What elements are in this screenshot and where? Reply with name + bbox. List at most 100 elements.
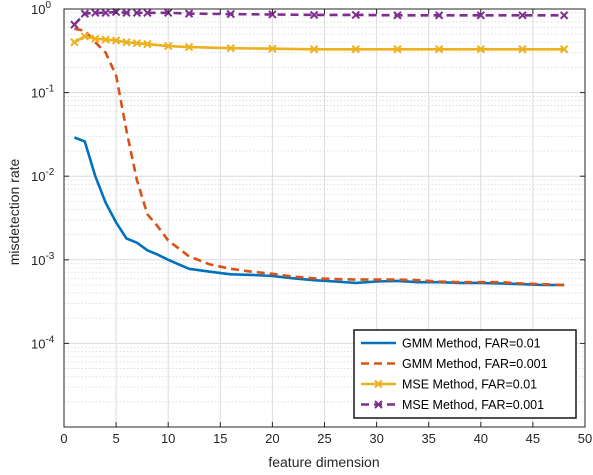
data-point bbox=[132, 38, 142, 48]
legend-item: MSE Method, FAR=0.001 bbox=[361, 398, 544, 412]
data-point bbox=[101, 8, 110, 18]
legend-item: MSE Method, FAR=0.01 bbox=[361, 378, 537, 392]
marker-stroke bbox=[122, 8, 131, 18]
marker-stroke bbox=[309, 10, 319, 20]
data-point bbox=[184, 9, 194, 18]
data-point bbox=[226, 9, 235, 19]
data-point bbox=[393, 45, 402, 54]
series-4 bbox=[70, 7, 569, 29]
marker-stroke bbox=[91, 34, 100, 44]
legend-item: GMM Method, FAR=0.001 bbox=[361, 357, 548, 371]
legend-label: MSE Method, FAR=0.01 bbox=[402, 378, 537, 392]
marker-stroke bbox=[351, 45, 360, 54]
marker-stroke bbox=[184, 9, 194, 18]
legend-marker bbox=[374, 400, 383, 409]
marker-stroke bbox=[518, 11, 527, 20]
marker-stroke bbox=[132, 38, 142, 48]
y-tick-label: 100 bbox=[31, 0, 51, 17]
data-point bbox=[70, 38, 79, 47]
marker-stroke bbox=[111, 36, 121, 45]
data-point bbox=[101, 35, 110, 44]
marker-stroke bbox=[434, 11, 444, 20]
data-point bbox=[559, 45, 569, 54]
data-point bbox=[70, 20, 79, 29]
data-point bbox=[80, 9, 90, 18]
y-tick-label: 10-4 bbox=[31, 334, 55, 351]
marker-stroke bbox=[268, 44, 277, 53]
data-point bbox=[143, 8, 152, 18]
data-point bbox=[518, 11, 527, 20]
marker-stroke bbox=[132, 8, 142, 18]
data-point bbox=[122, 38, 131, 47]
marker-stroke bbox=[226, 9, 235, 19]
marker-stroke bbox=[559, 11, 569, 20]
data-point bbox=[434, 11, 444, 20]
marker-stroke bbox=[476, 11, 486, 20]
y-tick-label: 10-2 bbox=[31, 167, 55, 184]
marker-stroke bbox=[70, 20, 79, 29]
data-point bbox=[122, 8, 131, 18]
marker-stroke bbox=[393, 11, 402, 20]
marker-stroke bbox=[163, 41, 173, 51]
data-point bbox=[393, 11, 402, 20]
marker-stroke bbox=[101, 8, 110, 18]
data-point bbox=[143, 39, 152, 49]
marker-stroke bbox=[122, 38, 131, 47]
marker-stroke bbox=[143, 8, 152, 18]
series-2 bbox=[74, 27, 565, 287]
marker-stroke bbox=[101, 35, 110, 44]
marker-stroke bbox=[268, 10, 277, 19]
data-point bbox=[132, 8, 142, 18]
x-tick-label: 5 bbox=[112, 431, 119, 446]
marker-stroke bbox=[518, 45, 527, 54]
data-point bbox=[351, 10, 360, 20]
marker-stroke bbox=[91, 8, 100, 18]
legend: GMM Method, FAR=0.01 GMM Method, FAR=0.00… bbox=[353, 329, 577, 419]
data-point bbox=[476, 11, 486, 20]
marker-stroke bbox=[80, 32, 90, 41]
data-point bbox=[518, 45, 527, 54]
data-point bbox=[184, 42, 194, 52]
data-point bbox=[309, 10, 319, 20]
data-point bbox=[80, 32, 90, 41]
legend-label: MSE Method, FAR=0.001 bbox=[402, 398, 544, 412]
data-point bbox=[268, 44, 277, 53]
series-line bbox=[74, 27, 565, 287]
data-point bbox=[476, 45, 486, 54]
x-tick-label: 45 bbox=[526, 431, 540, 446]
marker-stroke bbox=[559, 45, 569, 54]
marker-stroke bbox=[226, 43, 235, 53]
marker-stroke bbox=[184, 42, 194, 52]
x-tick-label: 35 bbox=[421, 431, 435, 446]
marker-stroke bbox=[80, 9, 90, 18]
marker-stroke bbox=[143, 39, 152, 49]
data-point bbox=[559, 11, 569, 20]
x-tick-label: 0 bbox=[60, 431, 67, 446]
data-point bbox=[434, 45, 444, 54]
legend-label: GMM Method, FAR=0.01 bbox=[402, 337, 541, 351]
x-tick-label: 50 bbox=[578, 431, 592, 446]
marker-stroke bbox=[309, 45, 319, 54]
marker-stroke bbox=[351, 10, 360, 20]
series-3 bbox=[70, 32, 569, 54]
x-tick-label: 40 bbox=[474, 431, 488, 446]
legend-marker bbox=[374, 379, 383, 389]
y-tick-label: 10-3 bbox=[31, 251, 55, 268]
y-axis-label: misdetection rate bbox=[6, 158, 22, 265]
x-tick-label: 30 bbox=[369, 431, 383, 446]
data-point bbox=[268, 10, 277, 19]
x-tick-label: 20 bbox=[265, 431, 279, 446]
x-tick-label: 25 bbox=[317, 431, 331, 446]
data-point bbox=[309, 45, 319, 54]
data-point bbox=[111, 36, 121, 45]
data-point bbox=[351, 45, 360, 54]
data-point bbox=[91, 8, 100, 18]
data-point bbox=[226, 43, 235, 53]
marker-stroke bbox=[476, 45, 486, 54]
legend-item: GMM Method, FAR=0.01 bbox=[361, 337, 541, 351]
marker-stroke bbox=[393, 45, 402, 54]
x-axis-label: feature dimension bbox=[268, 454, 379, 470]
marker-stroke bbox=[70, 38, 79, 47]
data-point bbox=[163, 41, 173, 51]
